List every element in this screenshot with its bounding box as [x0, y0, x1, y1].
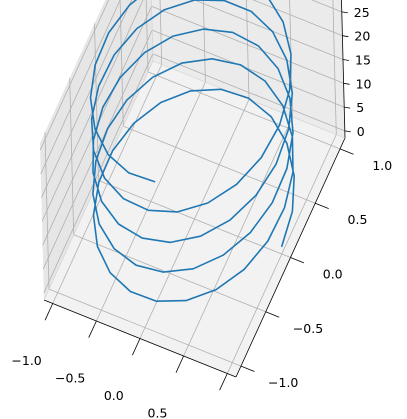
x-tick: [44, 303, 54, 321]
gridline-y-floor: [48, 288, 242, 367]
z-tick: [342, 35, 349, 38]
gridline-y-floor: [98, 180, 291, 258]
z-tick-label: 15: [355, 53, 371, 68]
y-tick: [265, 311, 280, 318]
x-tick-label: −1.0: [11, 353, 41, 368]
gridline-z-back: [193, 0, 344, 60]
pane-edge: [151, 0, 154, 62]
y-tick-label: −1.0: [268, 375, 298, 390]
z-tick-label: 0: [357, 124, 365, 139]
x-tick: [175, 355, 184, 373]
y-tick: [339, 148, 354, 155]
z-tick: [344, 130, 351, 133]
x-tick: [132, 338, 141, 356]
gridline-z-left: [41, 0, 144, 222]
gridline-z-left: [39, 0, 110, 151]
y-tick-label: 1.0: [372, 158, 392, 173]
gridline-z-back: [152, 29, 345, 108]
z-tick-label: 10: [356, 76, 372, 91]
gridline-z-back: [151, 5, 344, 84]
gridline-y-floor: [147, 71, 341, 150]
y-tick: [290, 257, 305, 264]
z-tick-label: 25: [354, 5, 370, 20]
pane-edge: [43, 60, 154, 301]
tick-marks: [44, 11, 354, 391]
series-lines: [89, 0, 296, 303]
z-tick: [341, 11, 348, 14]
y-tick: [315, 202, 329, 209]
x-tick: [219, 373, 228, 391]
gridline-z-back: [152, 53, 345, 132]
gridline-y-floor: [73, 234, 266, 313]
y-tick-label: 0.5: [348, 212, 368, 227]
gridline-x-back: [159, 0, 163, 65]
x-tick-label: −0.5: [55, 370, 85, 385]
z-tick: [343, 82, 350, 85]
y-tick-label: −0.5: [293, 321, 323, 336]
x-tick-label: 0.0: [104, 388, 124, 403]
z-tick: [342, 59, 350, 61]
gridline-z-back: [252, 0, 343, 37]
y-tick: [240, 365, 255, 372]
gridline-z-left: [41, 0, 133, 198]
helix-line: [89, 0, 296, 303]
gridline-y-left: [145, 0, 149, 72]
gridline-y-floor: [123, 125, 316, 204]
gridline-z-left: [42, 29, 153, 270]
gridline-z-left: [40, 0, 121, 175]
z-tick-label: 20: [354, 29, 370, 44]
x-tick: [88, 320, 97, 338]
x-tick-label: 0.5: [148, 405, 168, 419]
tick-labels: −1.0−0.50.00.51.0−1.0−0.50.00.51.0051015…: [11, 5, 392, 419]
z-tick: [344, 106, 351, 109]
z-tick-label: 5: [356, 100, 364, 115]
grid-lines: [39, 0, 345, 374]
y-tick-label: 0.0: [323, 266, 343, 281]
left-pane: [40, 0, 153, 300]
